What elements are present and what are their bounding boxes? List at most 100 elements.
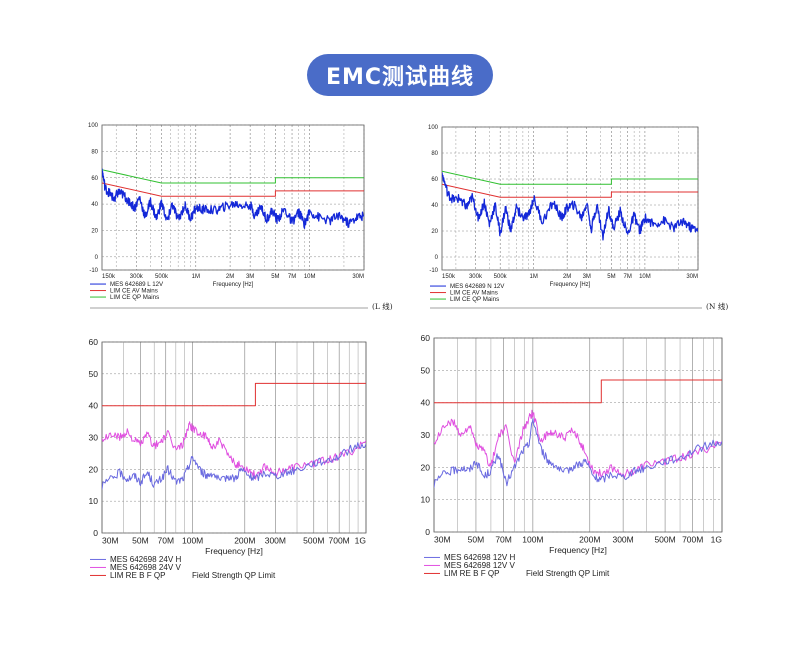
- chart-re-24v: 0 10 20 30 40 50 60 30M 50M 70M 100M 200M 300M 500M 70…: [89, 337, 367, 580]
- chart-ce-l: -10 0 20 40 60 80 100 150k 300k 500k 1M 2M 3M 5M 7M 10M…: [88, 123, 393, 311]
- x-tick-label: 1M: [529, 274, 537, 280]
- x-tick-label: 300M: [265, 536, 286, 546]
- y-tick-label: 0: [95, 255, 99, 261]
- measurement-line: [102, 421, 366, 480]
- legend-label: MES 642698 24V H: [110, 555, 181, 564]
- legend-label: LIM CE AV Mains: [110, 288, 158, 295]
- limit-line: [442, 170, 698, 185]
- legend-label: LIM CE AV Mains: [450, 290, 498, 297]
- x-axis-label: Frequency [Hz]: [205, 546, 263, 556]
- x-tick-label: 300k: [469, 274, 483, 280]
- x-tick-label: 1M: [192, 274, 200, 280]
- x-tick-label: 30M: [434, 535, 451, 545]
- y-tick-label: 80: [431, 151, 438, 157]
- x-tick-label: 10M: [304, 274, 316, 280]
- x-tick-label: 7M: [288, 274, 296, 280]
- x-tick-label: 30M: [352, 274, 364, 280]
- legend-label: MES 642698 24V V: [110, 563, 181, 572]
- line-annotation: (L 线): [372, 301, 393, 311]
- x-tick-label: 300k: [130, 274, 144, 280]
- x-tick-label: 100M: [182, 536, 203, 546]
- chart-re-24v-panel: 0 10 20 30 40 50 60 30M 50M 70M 100M 200M 300M 500M 70…: [84, 332, 384, 592]
- x-tick-label: 150k: [102, 274, 116, 280]
- x-tick-label: 3M: [583, 274, 591, 280]
- legend-label: MES 642689 L 12V: [110, 281, 164, 288]
- chart-ce-n: -10 0 20 40 60 80 100 150k 300k 500k 1M 2M 3M 5M 7M 10M…: [428, 125, 728, 311]
- y-tick-label: 50: [89, 369, 99, 379]
- y-tick-label: 60: [91, 176, 98, 182]
- measurement-line: [434, 409, 722, 479]
- y-tick-label: 40: [89, 401, 99, 411]
- chart-ce-l-panel: -10 0 20 40 60 80 100 150k 300k 500k 1M 2M 3M 5M 7M 10M…: [84, 118, 393, 318]
- x-tick-label: 700M: [682, 535, 703, 545]
- x-tick-label: 700M: [329, 536, 350, 546]
- legend-label: LIM CE QP Mains: [450, 296, 499, 303]
- x-tick-label: 50M: [132, 536, 149, 546]
- x-tick-label: 3M: [246, 274, 254, 280]
- x-tick-label: 70M: [158, 536, 175, 546]
- legend-label: MES 642689 N 12V: [450, 283, 505, 290]
- x-tick-label: 1G: [711, 535, 722, 545]
- legend-label: MES 642698 12V V: [444, 561, 515, 570]
- chart-re-12v-panel: 0 10 20 30 40 50 60 30M 50M 70M 100M 200M 300M 500M 70…: [418, 330, 728, 590]
- limit-line: [102, 182, 364, 197]
- x-tick-label: 200M: [234, 536, 255, 546]
- y-tick-label: -10: [89, 268, 98, 274]
- y-tick-label: -10: [429, 268, 438, 274]
- legend-note: Field Strength QP Limit: [526, 569, 610, 578]
- plot-area: [101, 124, 365, 271]
- x-tick-label: 30M: [686, 274, 698, 280]
- legend-note: Field Strength QP Limit: [192, 571, 276, 580]
- limit-line: [102, 169, 364, 184]
- measurement-line: [102, 168, 364, 229]
- y-tick-label: 0: [425, 527, 430, 537]
- x-tick-label: 5M: [607, 274, 615, 280]
- legend-label: LIM CE QP Mains: [110, 294, 159, 301]
- x-tick-label: 70M: [495, 535, 512, 545]
- y-tick-label: 20: [431, 229, 438, 235]
- x-tick-label: 30M: [102, 536, 119, 546]
- y-tick-label: 40: [431, 203, 438, 209]
- y-tick-label: 0: [93, 528, 98, 538]
- x-tick-label: 200M: [579, 535, 600, 545]
- y-tick-label: 10: [421, 495, 431, 505]
- x-axis-label: Frequency [Hz]: [549, 545, 607, 555]
- limit-line: [434, 379, 722, 404]
- line-annotation: (N 线): [706, 301, 728, 311]
- x-tick-label: 300M: [612, 535, 633, 545]
- y-tick-label: 40: [421, 398, 431, 408]
- y-tick-label: 30: [89, 432, 99, 442]
- plot-area: [441, 126, 699, 271]
- legend-label: LIM RE B F QP: [444, 569, 500, 578]
- y-tick-label: 80: [91, 149, 98, 155]
- x-tick-label: 2M: [226, 274, 234, 280]
- x-tick-label: 2M: [563, 274, 571, 280]
- y-tick-label: 30: [421, 430, 431, 440]
- y-tick-label: 0: [435, 255, 439, 261]
- y-tick-label: 10: [89, 496, 99, 506]
- y-tick-label: 20: [91, 229, 98, 235]
- x-tick-label: 100M: [522, 535, 543, 545]
- measurement-line: [102, 442, 366, 490]
- x-tick-label: 500M: [303, 536, 324, 546]
- y-tick-label: 60: [421, 333, 431, 343]
- x-tick-label: 150k: [442, 274, 456, 280]
- measurement-line: [442, 172, 698, 241]
- x-axis-label: Frequency [Hz]: [213, 282, 254, 288]
- chart-ce-n-panel: -10 0 20 40 60 80 100 150k 300k 500k 1M 2M 3M 5M 7M 10M…: [424, 118, 728, 318]
- x-tick-label: 1G: [355, 536, 366, 546]
- y-tick-label: 20: [421, 462, 431, 472]
- x-tick-label: 500k: [494, 274, 508, 280]
- limit-line: [442, 183, 698, 198]
- y-tick-label: 60: [89, 337, 99, 347]
- y-tick-label: 50: [421, 365, 431, 375]
- y-tick-label: 60: [431, 177, 438, 183]
- x-tick-label: 50M: [468, 535, 485, 545]
- chart-re-12v: 0 10 20 30 40 50 60 30M 50M 70M 100M 200M 300M 500M 70…: [421, 333, 723, 578]
- x-tick-label: 5M: [271, 274, 279, 280]
- y-tick-label: 100: [88, 123, 99, 129]
